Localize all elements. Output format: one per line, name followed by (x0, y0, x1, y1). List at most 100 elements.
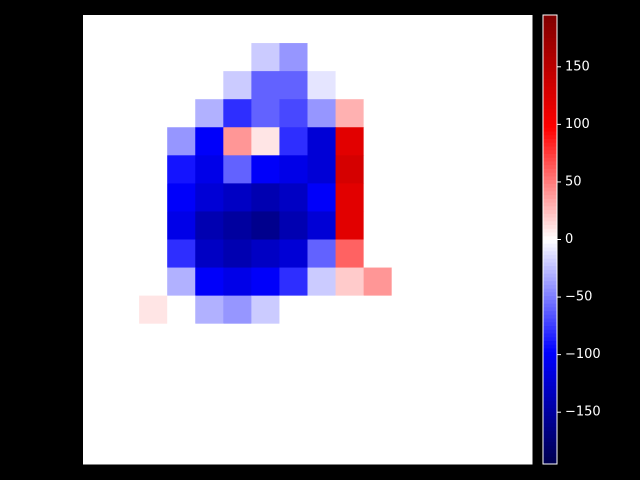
colorbar-segment (543, 258, 557, 263)
heatmap-cell (111, 407, 140, 437)
heatmap-cell (195, 323, 224, 353)
heatmap-cell (279, 155, 308, 184)
colorbar-segment (543, 273, 557, 278)
heatmap-cell (223, 43, 252, 72)
heatmap-cell (139, 183, 168, 212)
heatmap-cell (335, 15, 365, 44)
heatmap-cell (139, 155, 168, 184)
colorbar-segment (543, 41, 557, 46)
colorbar-tick-label: −50 (565, 290, 592, 305)
colorbar-segment (543, 52, 557, 57)
heatmap-cell (195, 407, 224, 437)
heatmap-cell (223, 127, 252, 156)
heatmap-cell (167, 99, 196, 128)
heatmap-cell (391, 99, 421, 128)
heatmap-cell (223, 435, 252, 465)
heatmap-cell (447, 239, 477, 269)
heatmap-cell (475, 211, 505, 240)
heatmap-cell (475, 379, 505, 409)
colorbar-segment (543, 419, 557, 424)
colorbar-segment (543, 198, 557, 203)
heatmap-cell (363, 351, 393, 381)
heatmap-cell (195, 379, 224, 409)
heatmap-cell (475, 323, 505, 353)
heatmap-cell (139, 15, 168, 44)
heatmap-cell (447, 15, 477, 44)
heatmap-cell (335, 351, 365, 381)
heatmap-cell (363, 435, 393, 465)
colorbar-segment (543, 445, 557, 450)
colorbar-segment (543, 149, 557, 154)
heatmap-cell (279, 99, 308, 128)
colorbar-segment (543, 138, 557, 143)
heatmap-cell (335, 435, 365, 465)
heatmap-cell (363, 183, 393, 212)
heatmap-cell (195, 435, 224, 465)
heatmap-cell (111, 351, 140, 381)
heatmap-cell (111, 15, 140, 44)
heatmap-cell (391, 435, 421, 465)
heatmap-cell (363, 43, 393, 72)
colorbar-segment (543, 452, 557, 458)
colorbar-segment (543, 407, 557, 413)
heatmap-cell (447, 183, 477, 212)
heatmap-cell (335, 211, 365, 240)
heatmap-cell (307, 435, 337, 465)
colorbar-segment (543, 239, 557, 244)
heatmap-cell (335, 379, 365, 409)
heatmap-cell (279, 267, 308, 297)
colorbar-segment (543, 422, 557, 428)
colorbar-segment (543, 303, 557, 308)
colorbar-segment (543, 172, 557, 177)
heatmap-cell (503, 71, 533, 100)
heatmap-cell (447, 155, 477, 184)
colorbar-segment (543, 213, 557, 218)
heatmap-cell (195, 211, 224, 240)
colorbar-segment (543, 336, 557, 342)
heatmap-cell (139, 379, 168, 409)
heatmap-cell (139, 239, 168, 269)
colorbar-segment (543, 74, 557, 80)
heatmap-cell (195, 183, 224, 212)
heatmap-cell (307, 267, 337, 297)
heatmap-cell (167, 407, 196, 437)
colorbar-segment (543, 449, 557, 454)
heatmap-cell (279, 211, 308, 240)
heatmap-cell (195, 127, 224, 156)
heatmap-cell (307, 379, 337, 409)
colorbar-segment (543, 194, 557, 199)
heatmap-cell (279, 239, 308, 269)
colorbar-segment (543, 456, 557, 461)
colorbar-segment (543, 187, 557, 192)
heatmap-cell (167, 127, 196, 156)
colorbar-segment (543, 434, 557, 439)
colorbar-segment (543, 299, 557, 304)
heatmap-cell (447, 267, 477, 297)
heatmap-cell (363, 323, 393, 353)
colorbar-segment (543, 89, 557, 95)
heatmap-cell (335, 155, 365, 184)
heatmap-cell (475, 127, 505, 156)
heatmap-cell (475, 71, 505, 100)
heatmap-cell (83, 379, 112, 409)
heatmap-cell (335, 183, 365, 212)
heatmap-cell (223, 239, 252, 269)
heatmap-cell (335, 295, 365, 325)
heatmap-cell (503, 407, 533, 437)
colorbar-segment (543, 15, 557, 20)
colorbar-segment (543, 145, 557, 151)
heatmap-cell (335, 239, 365, 269)
heatmap-cell (447, 407, 477, 437)
colorbar-segment (543, 321, 557, 327)
heatmap-cell (111, 155, 140, 184)
colorbar-segment (543, 385, 557, 390)
heatmap-cell (307, 127, 337, 156)
heatmap-cell (167, 323, 196, 353)
heatmap-cell (419, 211, 449, 240)
heatmap-cell (475, 435, 505, 465)
heatmap-cell (503, 99, 533, 128)
heatmap-cell (251, 211, 280, 240)
heatmap-cell (111, 183, 140, 212)
colorbar-segment (543, 160, 557, 166)
